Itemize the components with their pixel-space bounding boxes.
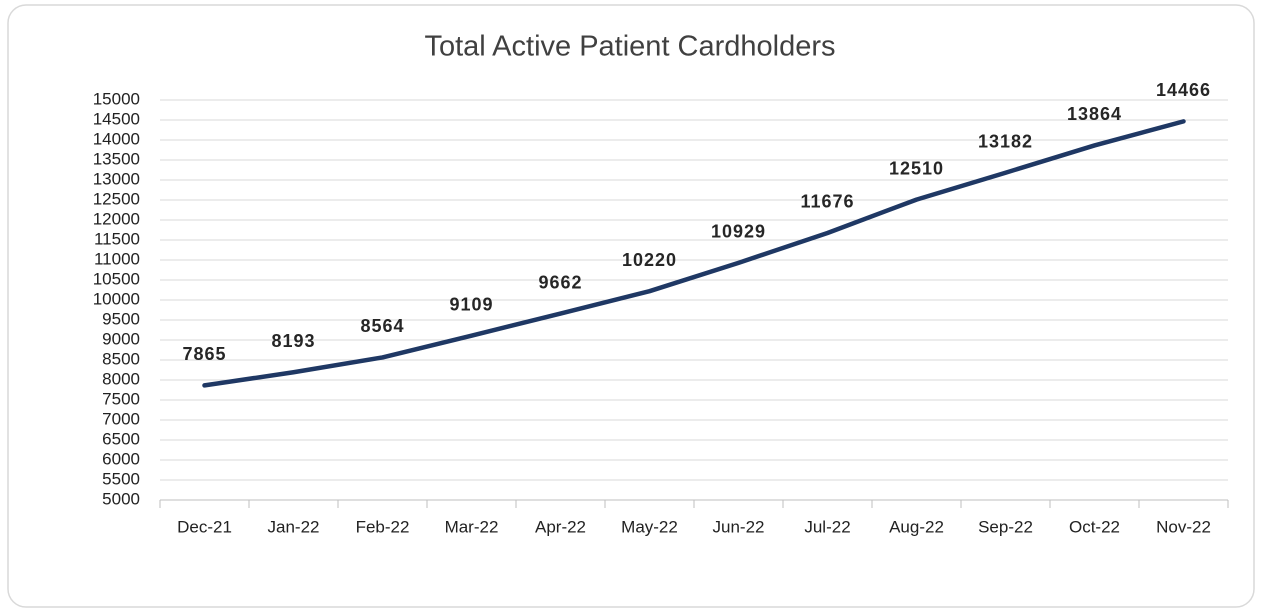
x-tick-label: Apr-22 — [535, 517, 586, 536]
data-label: 8564 — [360, 316, 404, 336]
data-label: 10929 — [711, 222, 766, 242]
y-tick-label: 8000 — [102, 369, 140, 388]
data-label: 14466 — [1156, 80, 1211, 100]
x-tick-label: Feb-22 — [356, 517, 410, 536]
data-label: 8193 — [271, 331, 315, 351]
x-tick-label: Sep-22 — [978, 517, 1033, 536]
y-tick-label: 6000 — [102, 449, 140, 468]
y-tick-label: 15000 — [93, 89, 140, 108]
x-tick-label: Jul-22 — [804, 517, 850, 536]
x-tick-label: Aug-22 — [889, 517, 944, 536]
y-tick-label: 7500 — [102, 389, 140, 408]
data-label: 12510 — [889, 158, 944, 178]
y-tick-label: 14500 — [93, 109, 140, 128]
y-tick-label: 14000 — [93, 129, 140, 148]
data-label: 9662 — [538, 272, 582, 292]
y-tick-label: 6500 — [102, 429, 140, 448]
x-tick-label: Oct-22 — [1069, 517, 1120, 536]
data-label: 13864 — [1067, 104, 1122, 124]
x-tick-label: May-22 — [621, 517, 678, 536]
data-label: 9109 — [449, 294, 493, 314]
y-tick-label: 13000 — [93, 169, 140, 188]
x-tick-label: Jan-22 — [268, 517, 320, 536]
x-tick-label: Mar-22 — [445, 517, 499, 536]
data-label: 7865 — [182, 344, 226, 364]
y-tick-label: 5500 — [102, 469, 140, 488]
x-tick-label: Dec-21 — [177, 517, 232, 536]
data-label: 11676 — [800, 192, 854, 212]
chart-title: Total Active Patient Cardholders — [424, 31, 835, 63]
y-tick-label: 12000 — [93, 209, 140, 228]
y-tick-label: 11500 — [94, 229, 140, 248]
y-tick-label: 5000 — [102, 489, 140, 508]
data-line — [202, 119, 1186, 388]
y-tick-label: 9500 — [102, 309, 140, 328]
chart-frame — [7, 4, 1255, 608]
y-tick-label: 10500 — [93, 269, 140, 288]
y-tick-label: 13500 — [93, 149, 140, 168]
y-tick-label: 11000 — [94, 249, 140, 268]
y-tick-label: 8500 — [102, 349, 140, 368]
y-tick-label: 7000 — [102, 409, 140, 428]
y-tick-label: 12500 — [93, 189, 140, 208]
data-label: 10220 — [622, 250, 677, 270]
data-label: 13182 — [978, 131, 1033, 151]
x-tick-label: Jun-22 — [713, 517, 765, 536]
y-tick-label: 10000 — [93, 289, 140, 308]
x-tick-label: Nov-22 — [1156, 517, 1211, 536]
y-tick-label: 9000 — [102, 329, 140, 348]
